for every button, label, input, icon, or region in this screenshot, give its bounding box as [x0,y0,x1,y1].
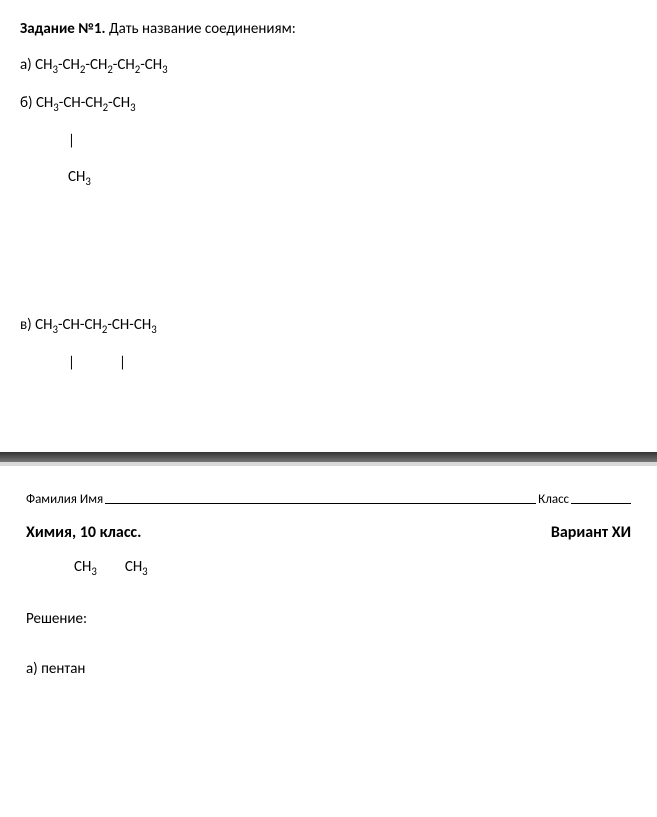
ch3-ch3-line: CH3CH3 [26,558,631,578]
subject-variant-line: Химия, 10 класс. Вариант ХИ [26,523,631,542]
solution-label: Решение: [26,610,631,628]
class-label: Класс [538,492,569,507]
item-b: б) CH3-CH-CH2-CH3 [20,94,637,114]
item-v-label: в) [20,316,35,334]
page-1: Задание №1. Дать название соединениям: а… [0,0,657,448]
item-b-bond: | [20,132,637,150]
spacer [20,206,637,316]
name-underline [105,503,536,504]
page-separator-bar [0,452,657,462]
class-underline [571,503,631,504]
item-v-bonds: | | [20,354,637,372]
item-b-substituent: CH3 [20,168,637,188]
subject-text: Химия, 10 класс. [26,523,141,542]
item-v: в) CH3-CH-CH2-CH-CH3 [20,316,637,336]
page-2: Фамилия Имя Класс Химия, 10 класс. Вариа… [0,466,657,698]
task-title: Задание №1. Дать название соединениям: [20,20,637,38]
item-a: а) CH3-CH2-CH2-CH2-CH3 [20,56,637,76]
item-b-label: б) [20,94,36,112]
task-number: Задание №1. [20,20,106,38]
spacer [20,390,637,420]
answer-a: а) пентан [26,660,631,678]
item-v-formula-line1: CH3-CH-CH2-CH-CH3 [35,316,157,334]
item-b-formula-line1: CH3-CH-CH2-CH3 [36,94,136,112]
name-label: Фамилия Имя [26,492,103,507]
variant-text: Вариант ХИ [551,523,631,542]
item-a-label: а) [20,56,35,74]
task-title-text: Дать название соединениям: [106,20,296,38]
item-a-formula: CH3-CH2-CH2-CH2-CH3 [35,56,168,74]
name-class-line: Фамилия Имя Класс [26,492,631,507]
